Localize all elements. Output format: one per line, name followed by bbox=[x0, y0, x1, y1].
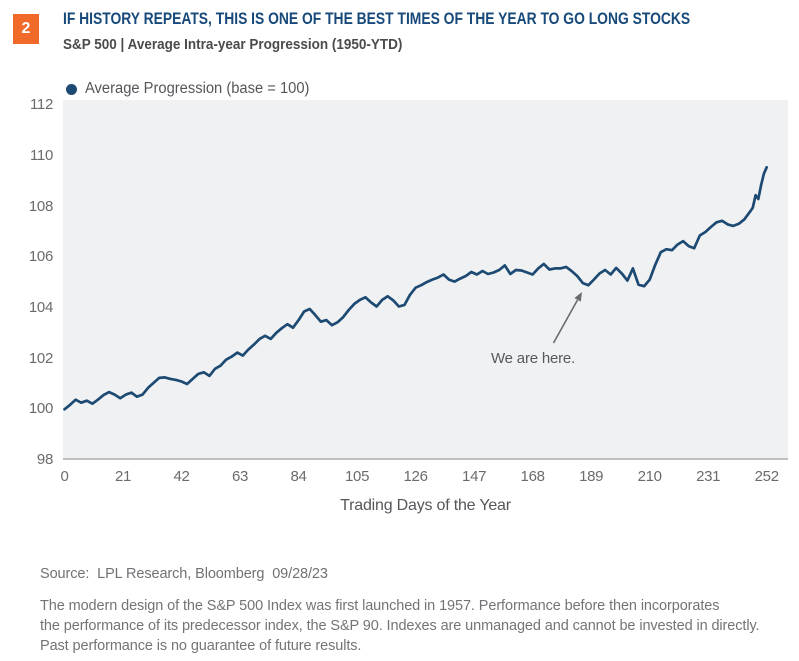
source-text: Source: LPL Research, Bloomberg 09/28/23 bbox=[40, 566, 328, 582]
chart-title: IF HISTORY REPEATS, THIS IS ONE OF THE B… bbox=[63, 10, 691, 28]
y-tick-label: 108 bbox=[28, 197, 53, 215]
legend: Average Progression (base = 100) bbox=[66, 80, 321, 98]
x-tick-label: 0 bbox=[60, 468, 69, 485]
x-tick-label: 168 bbox=[520, 468, 545, 485]
x-tick-label: 42 bbox=[173, 468, 190, 485]
x-tick-label: 84 bbox=[290, 468, 307, 485]
x-tick-label: 63 bbox=[232, 468, 249, 485]
figure-number-badge: 2 bbox=[13, 14, 39, 44]
disclaimer-line: The modern design of the S&P 500 Index w… bbox=[40, 598, 720, 614]
y-tick-label: 112 bbox=[29, 96, 53, 114]
x-tick-label: 252 bbox=[754, 468, 779, 485]
y-tick-label: 104 bbox=[28, 298, 53, 316]
y-tick-label: 106 bbox=[28, 248, 53, 266]
disclaimer-text: The modern design of the S&P 500 Index w… bbox=[40, 596, 760, 656]
legend-label: Average Progression (base = 100) bbox=[85, 80, 310, 97]
annotation-label: We are here. bbox=[491, 350, 576, 367]
plot-area bbox=[63, 100, 788, 460]
x-tick-label: 231 bbox=[696, 468, 721, 485]
y-tick-label: 102 bbox=[28, 349, 53, 367]
x-tick-label: 189 bbox=[579, 468, 604, 485]
x-axis-title: Trading Days of the Year bbox=[340, 497, 511, 514]
y-tick-label: 110 bbox=[29, 146, 53, 164]
x-tick-label: 210 bbox=[637, 468, 662, 485]
disclaimer-line: Past performance is no guarantee of futu… bbox=[40, 638, 362, 654]
y-tick-label: 100 bbox=[28, 400, 53, 418]
x-tick-label: 21 bbox=[114, 468, 132, 485]
legend-dot-icon bbox=[66, 83, 77, 95]
y-tick-label: 98 bbox=[36, 451, 53, 468]
chart-subtitle: S&P 500 | Average Intra-year Progression… bbox=[63, 36, 403, 53]
x-tick-label: 105 bbox=[345, 468, 370, 485]
x-tick-label: 126 bbox=[403, 468, 428, 485]
disclaimer-line: the performance of its predecessor index… bbox=[40, 618, 760, 634]
x-tick-label: 147 bbox=[462, 468, 487, 485]
